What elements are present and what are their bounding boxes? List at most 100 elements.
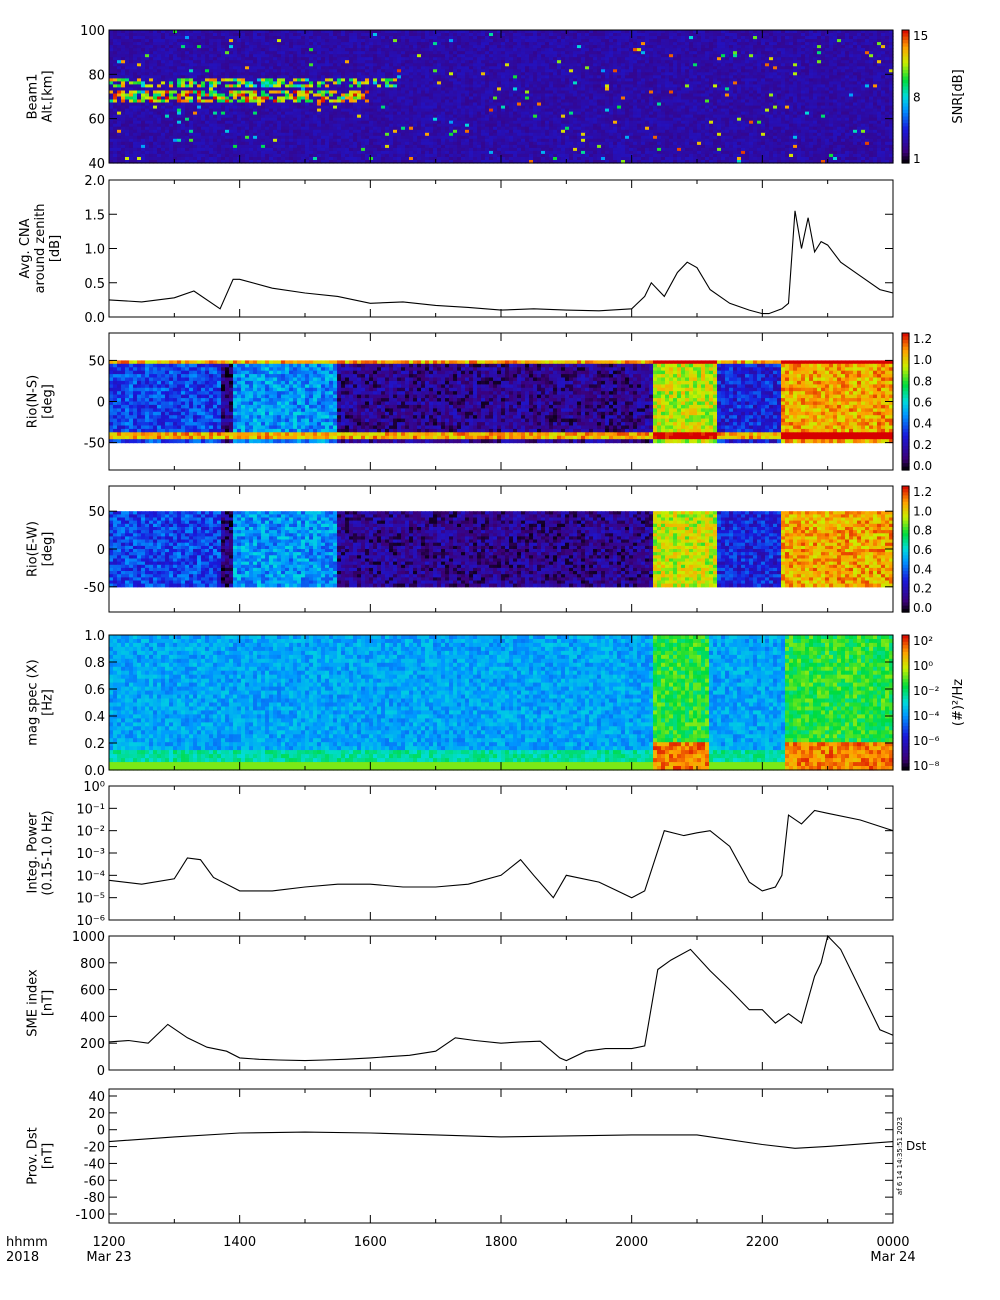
y-tick-label: -40	[84, 1157, 105, 1172]
x-tick-label: 2200	[746, 1235, 779, 1250]
y-tick-label: 0.4	[84, 710, 105, 725]
colorbar-tick-label: 1.2	[913, 485, 932, 499]
y-tick-label: 1.0	[84, 629, 105, 644]
y-axis-label: [nT]	[41, 990, 56, 1016]
x-tick-label: 1600	[354, 1235, 387, 1250]
colorbar-tick-label: 10⁻²	[913, 684, 940, 698]
y-tick-label: 100	[80, 24, 105, 39]
y-tick-label: 10⁻⁴	[76, 869, 105, 884]
colorbar-tick-label: 10⁻⁶	[913, 734, 940, 748]
panel-frame	[108, 1088, 894, 1224]
colorbar-frame	[901, 634, 910, 771]
y-tick-label: 0.5	[84, 277, 105, 292]
colorbar-title: SNR[dB]	[951, 69, 966, 123]
colorbar-tick-label: 0.4	[913, 562, 932, 576]
colorbar-tick-label: 1.0	[913, 504, 932, 518]
y-tick-label: 10⁻³	[76, 847, 105, 862]
y-tick-label: 0.0	[84, 311, 105, 326]
y-tick-label: 10⁻²	[76, 825, 105, 840]
timestamp: af 6 14 14:35:51 2023	[896, 1117, 904, 1195]
colorbar	[902, 30, 910, 164]
x-corner-label: 2018	[6, 1250, 39, 1265]
y-tick-label: 50	[88, 505, 105, 520]
y-tick-label: 400	[80, 1010, 105, 1025]
y-tick-label: 40	[88, 157, 105, 172]
x-date-label: Mar 24	[870, 1250, 915, 1265]
colorbar-tick-label: 0.6	[913, 543, 932, 557]
x-corner-label: hhmm	[6, 1235, 48, 1250]
colorbar-tick-label: 0.0	[913, 459, 932, 473]
colorbar-tick-label: 1.2	[913, 332, 932, 346]
colorbar	[902, 486, 910, 613]
y-axis-label: [nT]	[41, 1143, 56, 1169]
y-axis-label: Beam1	[26, 74, 41, 120]
colorbar-tick-label: 0.8	[913, 524, 932, 538]
y-tick-label: 10⁰	[83, 780, 105, 795]
y-tick-label: 10⁻⁶	[76, 914, 105, 929]
colorbar-tick-label: 0.6	[913, 396, 932, 410]
dst-label: Dst	[906, 1139, 926, 1153]
y-tick-label: -80	[84, 1191, 105, 1206]
y-tick-label: 1.0	[84, 243, 105, 258]
y-axis-label: around zenith	[33, 204, 48, 294]
colorbar	[902, 333, 910, 471]
y-tick-label: 40	[88, 1090, 105, 1105]
y-axis-label: [dB]	[48, 235, 63, 262]
x-date-label: Mar 23	[86, 1250, 131, 1265]
y-tick-label: 1000	[72, 930, 105, 945]
colorbar-frame	[901, 332, 910, 471]
x-tick-label: 1400	[223, 1235, 256, 1250]
y-axis-label: SME index	[26, 969, 41, 1037]
x-tick-label: 1800	[484, 1235, 517, 1250]
line-sme	[108, 934, 894, 1062]
y-axis-label: [Hz]	[41, 689, 56, 716]
y-tick-label: 600	[80, 984, 105, 999]
colorbar-tick-label: 0.2	[913, 582, 932, 596]
x-tick-label: 0000	[876, 1235, 909, 1250]
colorbar-tick-label: 10⁻⁴	[913, 709, 940, 723]
y-axis-label: [deg]	[41, 532, 56, 567]
y-tick-label: 60	[88, 113, 105, 128]
y-tick-label: 0.2	[84, 737, 105, 752]
line-integ-power	[108, 809, 894, 899]
y-tick-label: 10⁻⁵	[76, 892, 105, 907]
colorbar-tick-label: 1	[913, 152, 921, 166]
colorbar	[902, 635, 910, 771]
colorbar-frame	[901, 29, 910, 164]
colorbar-tick-label: 0.2	[913, 438, 932, 452]
colorbar-tick-label: 15	[913, 29, 928, 43]
y-axis-label: (0.15-1.0 Hz)	[41, 810, 56, 895]
y-tick-label: 50	[88, 354, 105, 369]
y-tick-label: 0	[97, 543, 105, 558]
colorbar-tick-label: 0.0	[913, 601, 932, 615]
y-tick-label: 80	[88, 68, 105, 83]
colorbar-tick-label: 10⁻⁸	[913, 759, 940, 773]
x-tick-label: 1200	[92, 1235, 125, 1250]
line-dst	[108, 1131, 894, 1149]
y-tick-label: 0.0	[84, 764, 105, 779]
colorbar-tick-label: 8	[913, 91, 921, 105]
panel-frame	[108, 179, 894, 318]
y-tick-label: 2.0	[84, 174, 105, 189]
y-tick-label: 0	[97, 1064, 105, 1079]
y-tick-label: 0.6	[84, 683, 105, 698]
colorbar-tick-label: 10²	[913, 634, 933, 648]
y-tick-label: 800	[80, 957, 105, 972]
panel-frame	[108, 785, 894, 921]
y-axis-label: Prov. Dst	[26, 1127, 41, 1184]
heatmap-rio-ns	[109, 360, 894, 444]
y-tick-label: 0	[97, 396, 105, 411]
y-tick-label: -50	[84, 581, 105, 596]
y-tick-label: 10⁻¹	[76, 802, 105, 817]
y-axis-label: Alt.[km]	[41, 70, 56, 122]
y-tick-label: -50	[84, 437, 105, 452]
colorbar-tick-label: 1.0	[913, 353, 932, 367]
y-tick-label: -20	[84, 1141, 105, 1156]
y-tick-label: -60	[84, 1174, 105, 1189]
x-tick-label: 2000	[615, 1235, 648, 1250]
y-axis-label: Integ. Power	[26, 812, 41, 894]
line-cna	[108, 210, 894, 315]
colorbar-tick-label: 10⁰	[913, 659, 933, 673]
heatmap-snr	[109, 30, 894, 164]
y-axis-label: Avg. CNA	[18, 218, 33, 278]
